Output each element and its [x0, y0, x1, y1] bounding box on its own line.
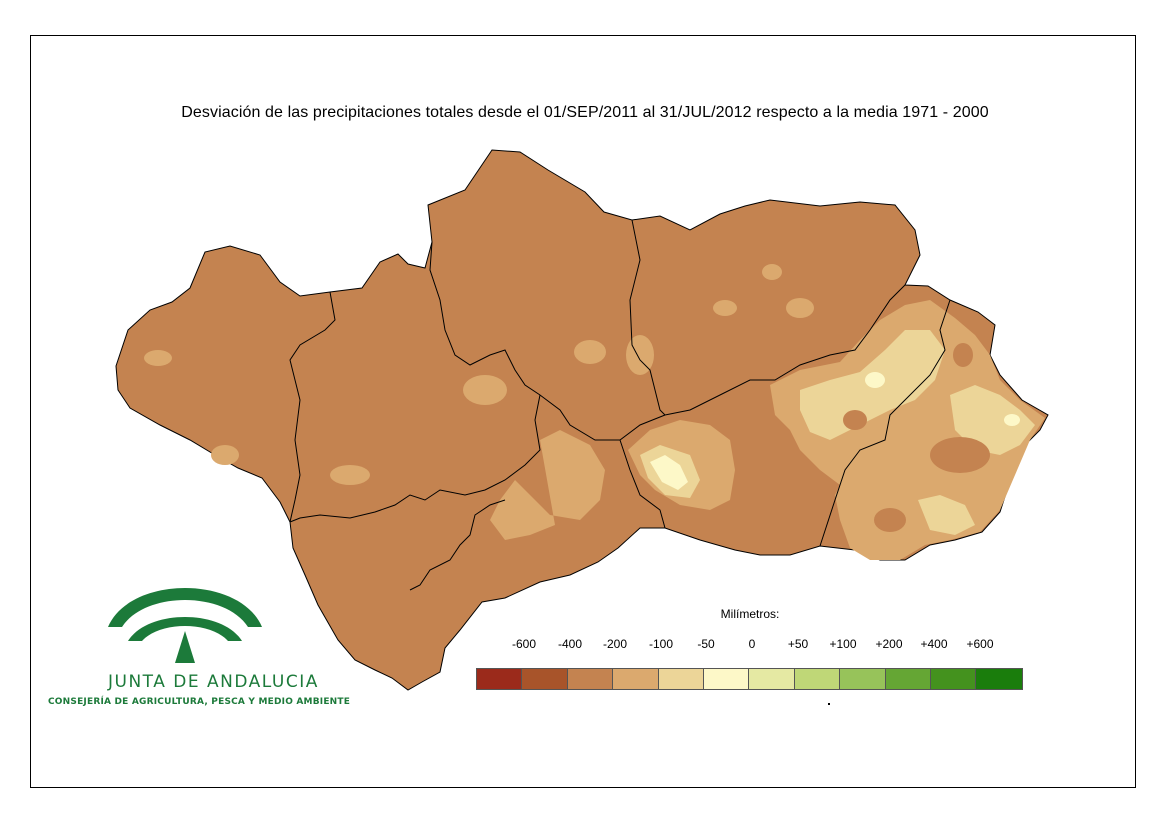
legend-label: +600	[966, 637, 994, 651]
legend-mark	[828, 703, 830, 705]
legend-color-bar	[476, 668, 1023, 690]
legend-labels: -600 -400 -200 -100 -50 0 +50 +100 +200 …	[476, 637, 1036, 653]
map-title: Desviación de las precipitaciones totale…	[181, 104, 989, 121]
legend-label: -400	[557, 637, 583, 651]
legend-label: +200	[875, 637, 903, 651]
logo-name: JUNTA DE ANDALUCIA	[108, 672, 319, 692]
legend-swatch	[703, 669, 750, 689]
anomaly-areas-100	[144, 264, 1045, 560]
legend-label: -200	[602, 637, 628, 651]
legend-swatch	[840, 669, 886, 689]
legend-swatch	[794, 669, 841, 689]
legend-label: 0	[748, 637, 756, 651]
legend-swatch	[749, 669, 795, 689]
junta-andalucia-logo-icon	[108, 588, 262, 663]
legend-swatch	[567, 669, 614, 689]
legend-swatch	[930, 669, 977, 689]
legend-label: +400	[920, 637, 948, 651]
legend-title: Milímetros:	[720, 607, 780, 621]
legend-swatch	[885, 669, 931, 689]
darker-spots	[843, 343, 990, 532]
legend-label: +100	[829, 637, 857, 651]
region-andalusia	[115, 149, 1049, 691]
legend-swatch	[658, 669, 704, 689]
legend-swatch	[613, 669, 659, 689]
legend-swatch	[976, 669, 1022, 689]
province-boundaries	[289, 219, 951, 591]
legend-label: -100	[648, 637, 674, 651]
legend-label: +50	[787, 637, 809, 651]
legend-label: -50	[697, 637, 715, 651]
legend-label: -600	[511, 637, 537, 651]
logo-subtitle: CONSEJERÍA DE AGRICULTURA, PESCA Y MEDIO…	[48, 697, 351, 707]
map-frame	[30, 35, 1136, 788]
legend-swatch	[477, 669, 523, 689]
anomaly-areas-0	[650, 372, 1020, 490]
legend-swatch	[522, 669, 568, 689]
